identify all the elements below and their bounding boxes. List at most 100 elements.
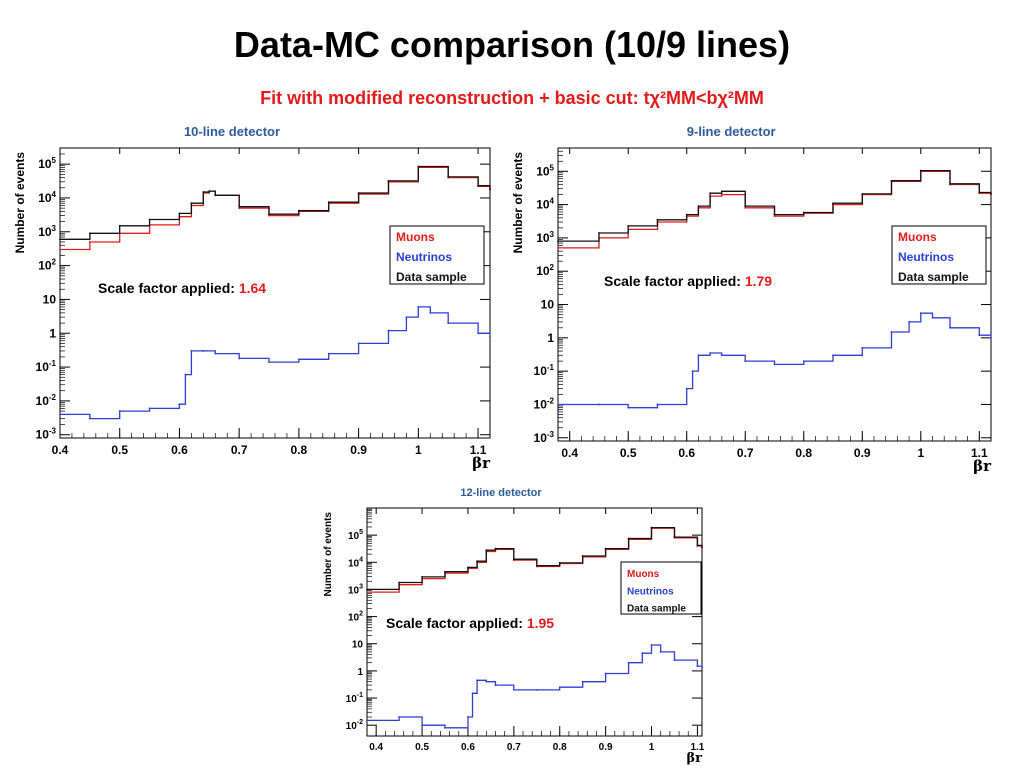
series-neutrinos-point bbox=[429, 311, 432, 314]
scale-factor-value: 1.64 bbox=[239, 280, 266, 296]
series-data-sample-point bbox=[696, 544, 699, 547]
series-neutrinos-point bbox=[148, 407, 151, 410]
y-tick-label: 103 bbox=[536, 230, 554, 245]
scale-factor-label: Scale factor applied: 1.79 bbox=[604, 273, 772, 289]
x-tick-label: 0.7 bbox=[507, 742, 521, 753]
series-neutrinos-point bbox=[641, 652, 644, 655]
series-data-sample-point bbox=[919, 169, 922, 172]
series-data-sample-point bbox=[268, 213, 270, 216]
series-neutrinos-point bbox=[720, 354, 723, 357]
series-data-sample-point bbox=[447, 175, 450, 178]
series-neutrinos-point bbox=[656, 403, 659, 406]
y-tick-label: 10-2 bbox=[346, 719, 363, 732]
series-neutrinos-point bbox=[535, 688, 538, 691]
chart-title: 9-line detector bbox=[687, 124, 776, 139]
x-tick-label: 0.4 bbox=[369, 742, 383, 753]
scale-factor-label: Scale factor applied: 1.64 bbox=[98, 280, 266, 296]
legend-box bbox=[891, 225, 987, 285]
series-neutrinos-point bbox=[832, 354, 834, 357]
y-tick-label: 103 bbox=[348, 583, 363, 596]
series-data-sample-point bbox=[327, 201, 330, 204]
series-neutrinos-point bbox=[476, 679, 479, 682]
series-neutrinos-point bbox=[908, 321, 910, 323]
chart-10-line: 10-line detector 10-3 10-2 10-1 1 10 102 103 104… bbox=[8, 118, 498, 473]
series-muons-point bbox=[268, 214, 270, 217]
y-tick-label: 102 bbox=[38, 258, 56, 273]
series-data-sample-point bbox=[656, 218, 659, 221]
series-data-sample-point bbox=[59, 238, 61, 241]
series-neutrinos-point bbox=[357, 342, 360, 345]
series-data-sample-point bbox=[709, 192, 712, 195]
y-tick-label: 1 bbox=[547, 331, 554, 345]
x-tick-label: 1.1 bbox=[971, 446, 988, 460]
legend-box bbox=[620, 561, 702, 615]
y-tick-label: 10-1 bbox=[534, 363, 555, 378]
series-data-sample-point bbox=[417, 165, 420, 168]
legend-entry: Neutrinos bbox=[396, 250, 452, 264]
x-tick-label: 0.7 bbox=[231, 443, 248, 457]
y-tick-label: 104 bbox=[38, 190, 56, 205]
series-neutrinos-point bbox=[627, 661, 630, 664]
series-neutrinos-point bbox=[494, 684, 497, 686]
series-neutrinos-point bbox=[467, 716, 469, 718]
series-data-sample-point bbox=[949, 182, 951, 185]
y-axis-label: Number of events bbox=[323, 512, 334, 597]
series-data-sample-point bbox=[387, 179, 390, 182]
series-neutrinos-point bbox=[931, 316, 934, 319]
series-neutrinos-point bbox=[59, 413, 61, 416]
series-data-sample-point bbox=[802, 211, 805, 214]
series-neutrinos bbox=[60, 306, 491, 420]
series-data-sample-point bbox=[238, 205, 241, 208]
series-neutrinos-point bbox=[990, 336, 992, 339]
series-data-sample-point bbox=[673, 536, 676, 538]
series-neutrinos-point bbox=[802, 360, 805, 363]
series-neutrinos-point bbox=[417, 306, 420, 308]
x-tick-label: 1.1 bbox=[470, 443, 487, 457]
chart-title: 12-line detector bbox=[460, 487, 542, 499]
series-neutrinos-point bbox=[512, 688, 515, 691]
series-muons-point bbox=[744, 206, 747, 209]
series-neutrinos-point bbox=[118, 410, 121, 412]
series-data-sample-point bbox=[88, 232, 91, 235]
x-tick-label: 0.8 bbox=[795, 446, 812, 460]
series-data-sample-point bbox=[535, 564, 538, 567]
x-axis-label: βr bbox=[973, 457, 992, 475]
x-tick-label: 0.8 bbox=[553, 742, 567, 753]
series-data-sample-point bbox=[701, 546, 703, 549]
series-data-sample-point bbox=[489, 188, 491, 191]
series-neutrinos-point bbox=[581, 680, 584, 683]
series-neutrinos-point bbox=[184, 373, 187, 376]
series-neutrinos-point bbox=[659, 651, 662, 653]
series-neutrinos-point bbox=[366, 719, 368, 722]
series-data-sample-point bbox=[190, 202, 193, 205]
series-neutrinos-point bbox=[604, 672, 607, 675]
legend-box bbox=[389, 225, 485, 285]
y-tick-label: 105 bbox=[348, 529, 363, 542]
series-neutrinos-point bbox=[477, 332, 479, 335]
series-neutrinos-point bbox=[978, 334, 981, 337]
y-tick-label: 10-1 bbox=[36, 359, 57, 374]
series-neutrinos bbox=[558, 312, 992, 409]
chart-12-line: 12-line detector 10-2 10-1 1 10 102 103 104 105 0… bbox=[320, 480, 710, 766]
x-tick-label: 1 bbox=[649, 742, 655, 753]
series-data-sample-point bbox=[697, 205, 700, 208]
x-tick-label: 0.4 bbox=[561, 446, 578, 460]
series-data-sample-point bbox=[744, 205, 747, 208]
y-tick-label: 102 bbox=[536, 263, 554, 278]
series-neutrinos-point bbox=[190, 350, 193, 352]
series-data-sample-point bbox=[558, 562, 561, 564]
series-data-sample bbox=[367, 526, 703, 591]
series-data-sample-point bbox=[494, 547, 497, 550]
series-neutrinos-point bbox=[691, 370, 694, 373]
legend-entry: Muons bbox=[898, 230, 937, 244]
series-neutrinos-point bbox=[387, 329, 390, 332]
series-neutrinos-point bbox=[685, 387, 688, 390]
x-tick-label: 1 bbox=[415, 443, 422, 457]
y-tick-label: 10 bbox=[43, 292, 57, 306]
series-data-sample-point bbox=[990, 192, 992, 195]
series-neutrinos-point bbox=[627, 406, 630, 409]
series-data-sample-point bbox=[861, 192, 864, 195]
x-tick-label: 0.4 bbox=[52, 443, 69, 457]
y-tick-label: 103 bbox=[38, 224, 56, 239]
series-muons-point bbox=[557, 247, 559, 249]
